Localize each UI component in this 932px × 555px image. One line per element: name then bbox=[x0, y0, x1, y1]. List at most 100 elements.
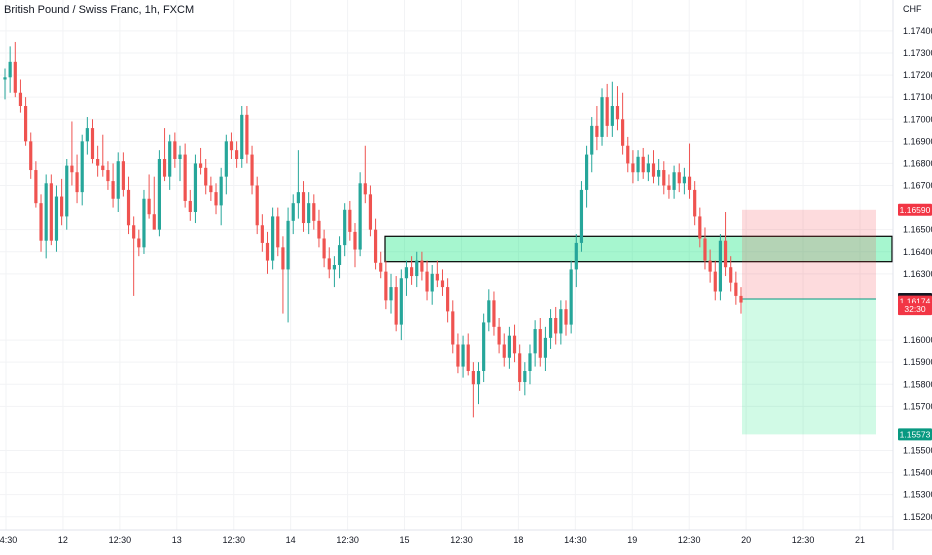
zones bbox=[384, 209, 893, 435]
candle-body bbox=[399, 278, 403, 325]
candle-body bbox=[708, 260, 712, 272]
candle-body bbox=[281, 247, 285, 270]
price-tick-label: 1.16500 bbox=[903, 225, 932, 235]
candle-body bbox=[214, 192, 218, 206]
candle-body bbox=[147, 198, 151, 215]
candle-body bbox=[579, 189, 584, 243]
candle-body bbox=[101, 165, 105, 171]
candle-body bbox=[600, 97, 604, 137]
candle-body bbox=[90, 128, 95, 159]
time-tick-label: 20 bbox=[741, 535, 751, 545]
time-tick-label: 14 bbox=[286, 535, 296, 545]
candle-body bbox=[574, 242, 578, 270]
time-tick-label: 14:30 bbox=[564, 535, 587, 545]
candle-body bbox=[260, 225, 264, 243]
take-profit-zone[interactable] bbox=[742, 299, 876, 435]
candle-body bbox=[307, 203, 311, 224]
candle-body bbox=[703, 238, 707, 261]
candle-body bbox=[363, 183, 367, 195]
candle-body bbox=[682, 176, 686, 184]
candle-body bbox=[451, 311, 455, 345]
price-tick-label: 1.17000 bbox=[903, 114, 932, 124]
price-tick-label: 1.16700 bbox=[903, 181, 932, 191]
price-label-box bbox=[898, 303, 932, 316]
candle-body bbox=[3, 77, 7, 80]
candle-body bbox=[404, 267, 409, 279]
candle-body bbox=[615, 106, 620, 120]
candle-body bbox=[657, 170, 661, 177]
candle-body bbox=[301, 192, 306, 224]
price-tick-label: 1.15400 bbox=[903, 468, 932, 478]
candle-body bbox=[240, 114, 244, 159]
candle-body bbox=[358, 183, 362, 250]
candle-body bbox=[569, 269, 573, 325]
candle-body bbox=[332, 265, 336, 270]
candle-body bbox=[96, 159, 100, 166]
candle-body bbox=[621, 119, 625, 146]
candle-body bbox=[343, 209, 347, 246]
price-tick-label: 1.16300 bbox=[903, 269, 932, 279]
candle-body bbox=[327, 258, 331, 270]
candle-body bbox=[713, 271, 717, 292]
candle-body bbox=[8, 61, 12, 78]
candle-body bbox=[564, 309, 568, 325]
candle-body bbox=[54, 196, 59, 241]
time-tick-label: 18 bbox=[513, 535, 523, 545]
price-tick-label: 1.15700 bbox=[903, 401, 932, 411]
price-tick-label: 1.17100 bbox=[903, 92, 932, 102]
candle-body bbox=[718, 240, 723, 292]
candle-body bbox=[291, 203, 295, 221]
candle-body bbox=[126, 189, 131, 226]
stop-loss-zone[interactable] bbox=[742, 209, 876, 300]
price-label-text: 1.16174 bbox=[900, 297, 931, 307]
candle-body bbox=[523, 371, 527, 383]
candle-body bbox=[80, 141, 84, 193]
candle-body bbox=[85, 128, 89, 142]
price-tick-label: 1.17400 bbox=[903, 26, 932, 36]
candle-body bbox=[389, 287, 393, 301]
candle-body bbox=[29, 141, 33, 171]
candle-body bbox=[734, 282, 738, 296]
candle-body bbox=[559, 309, 563, 334]
candle-body bbox=[430, 273, 434, 292]
support-resistance-zone[interactable] bbox=[384, 235, 893, 263]
candle-body bbox=[476, 371, 481, 385]
candle-body bbox=[286, 220, 290, 270]
candle-body bbox=[178, 154, 182, 159]
candle-body bbox=[255, 185, 259, 226]
candle-body bbox=[507, 335, 511, 358]
candle-body bbox=[471, 371, 475, 385]
candle-body bbox=[23, 106, 28, 142]
candle-body bbox=[528, 353, 532, 371]
price-label-box bbox=[898, 203, 932, 216]
candle-body bbox=[353, 231, 357, 250]
candle-body bbox=[497, 326, 501, 345]
candle-body bbox=[34, 170, 38, 204]
candle-body bbox=[626, 145, 630, 164]
candle-body bbox=[461, 344, 465, 367]
time-tick-label: 19 bbox=[627, 535, 637, 545]
candle-body bbox=[415, 260, 419, 277]
candle-body bbox=[590, 125, 594, 155]
candle-body bbox=[183, 154, 187, 201]
candle-body bbox=[44, 183, 48, 241]
candle-body bbox=[168, 141, 172, 177]
candle-body bbox=[554, 318, 558, 334]
candle-body bbox=[204, 167, 208, 186]
candle-body bbox=[548, 318, 553, 338]
candle-body bbox=[106, 170, 110, 182]
price-tick-label: 1.15200 bbox=[903, 512, 932, 522]
candle-body bbox=[425, 271, 429, 292]
candle-body bbox=[687, 176, 692, 190]
candle-body bbox=[224, 141, 228, 177]
price-tick-label: 1.16000 bbox=[903, 335, 932, 345]
time-tick-label: 12:30 bbox=[450, 535, 473, 545]
candle-body bbox=[13, 61, 17, 93]
candle-body bbox=[162, 159, 167, 177]
candle-body bbox=[276, 216, 280, 248]
candle-body bbox=[384, 271, 388, 301]
